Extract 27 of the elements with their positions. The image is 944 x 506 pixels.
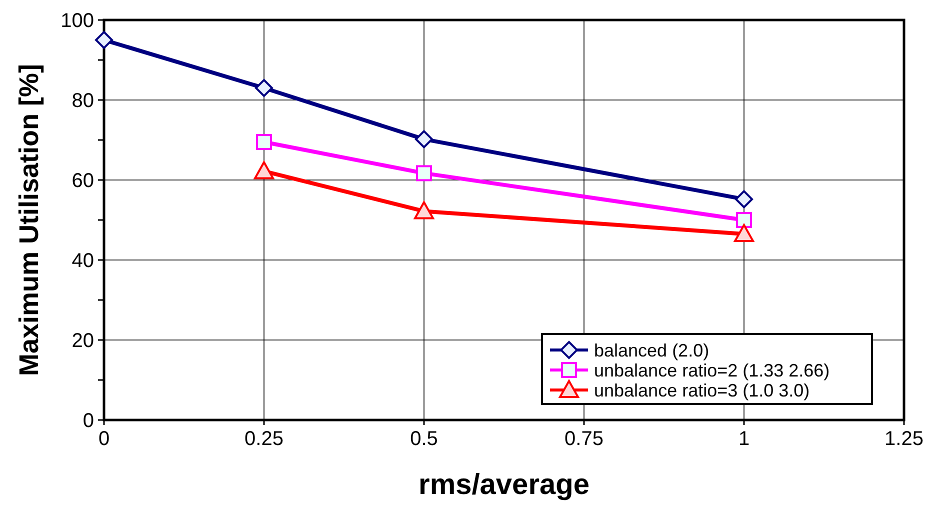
point: [736, 212, 752, 228]
x-tick-label: 0.25: [244, 428, 284, 450]
point: [416, 165, 432, 182]
point: [415, 130, 433, 148]
x-tick-label: 1.25: [884, 428, 924, 450]
y-tick-label: 100: [60, 10, 94, 32]
point: [95, 31, 113, 49]
y-tick-label: 0: [82, 410, 94, 432]
point: [734, 224, 754, 242]
point: [414, 201, 434, 220]
y-tick-label: 80: [72, 90, 94, 112]
x-axis-title: rms/average: [418, 469, 590, 501]
point: [254, 161, 274, 180]
point: [735, 190, 753, 208]
legend-label: unbalance ratio=3 (1.0 3.0): [594, 380, 810, 400]
x-tick-label: 0: [98, 428, 110, 450]
y-tick-label: 20: [72, 330, 94, 352]
x-tick-label: 0.75: [564, 428, 604, 450]
y-tick-label: 40: [72, 250, 94, 272]
point: [255, 79, 273, 97]
y-axis-title: Maximum Utilisation [%]: [14, 64, 44, 376]
legend-label: unbalance ratio=2 (1.33 2.66): [594, 360, 830, 380]
point: [256, 134, 272, 150]
x-tick-label: 1: [738, 428, 750, 450]
y-tick-label: 60: [72, 170, 94, 192]
legend-label: balanced (2.0): [594, 340, 710, 360]
x-tick-label: 0.5: [410, 428, 438, 450]
